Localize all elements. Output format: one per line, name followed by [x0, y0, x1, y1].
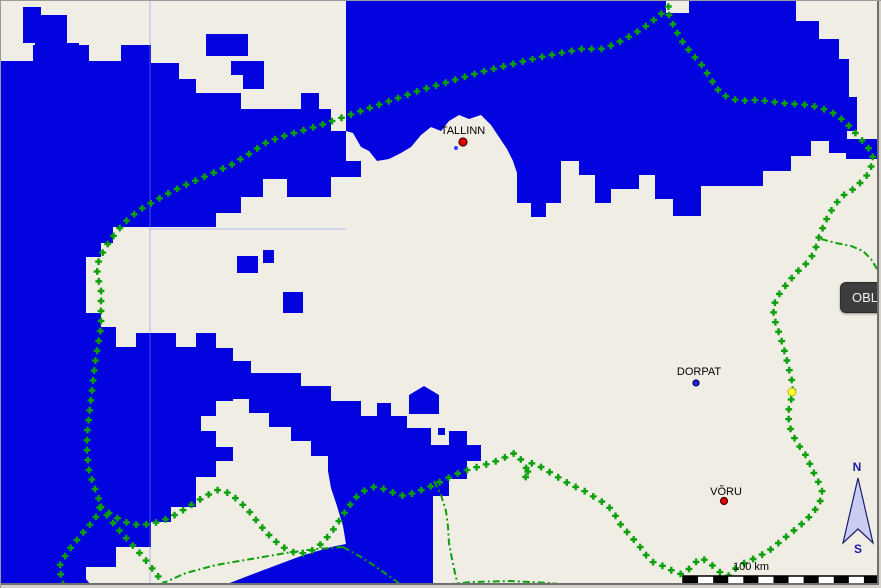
region-tooltip: OBLA	[840, 282, 877, 313]
water-polygon	[346, 1, 857, 217]
land-polygon	[283, 501, 291, 551]
scale-bar-segment	[713, 576, 729, 583]
scale-bar-segment	[773, 576, 789, 583]
water-polygon	[1, 45, 361, 583]
scale-bar-label: 100 km	[732, 561, 770, 573]
waypoint-marker	[454, 146, 458, 150]
border-line-crosses	[97, 503, 165, 583]
border-line-dashdot	[820, 238, 877, 273]
water-polygon	[373, 3, 399, 31]
water-polygon	[23, 7, 79, 57]
border-line-dashdot	[433, 480, 459, 583]
city-label-voru: VÕRU	[710, 486, 742, 498]
border-line-crosses	[665, 11, 877, 579]
water-polygon	[229, 373, 481, 583]
lake-polygon	[397, 428, 431, 463]
compass-north-label: N	[852, 460, 862, 474]
scale-bar-segment	[833, 576, 849, 583]
scale-bar-segment	[683, 576, 699, 583]
border-line-dashdot	[451, 579, 559, 583]
city-marker	[692, 379, 700, 387]
water-polygon	[846, 139, 877, 159]
water-polygon	[206, 34, 248, 56]
waypoint-marker	[787, 387, 797, 397]
scale-bar-segment	[743, 576, 759, 583]
city-label-tallinn: TALLINN	[440, 125, 486, 137]
compass-arrow-icon	[841, 477, 875, 545]
lake-polygon	[409, 386, 439, 414]
city-marker	[719, 496, 729, 506]
compass-south-label: S	[853, 542, 863, 556]
border-line-crosses	[56, 3, 672, 583]
scale-bar-segment	[803, 576, 819, 583]
lake-polygon	[263, 250, 274, 263]
border-line-dashdot	[160, 546, 344, 583]
lake-polygon	[283, 292, 303, 313]
land-polygon	[219, 231, 336, 331]
land-polygon	[113, 227, 206, 289]
water-polygon	[231, 61, 264, 89]
scale-bar-segment	[863, 576, 877, 583]
lake-polygon	[237, 256, 258, 273]
lake-polygon	[438, 428, 445, 435]
city-marker	[458, 137, 468, 147]
city-label-dorpat: DORPAT	[676, 366, 722, 378]
